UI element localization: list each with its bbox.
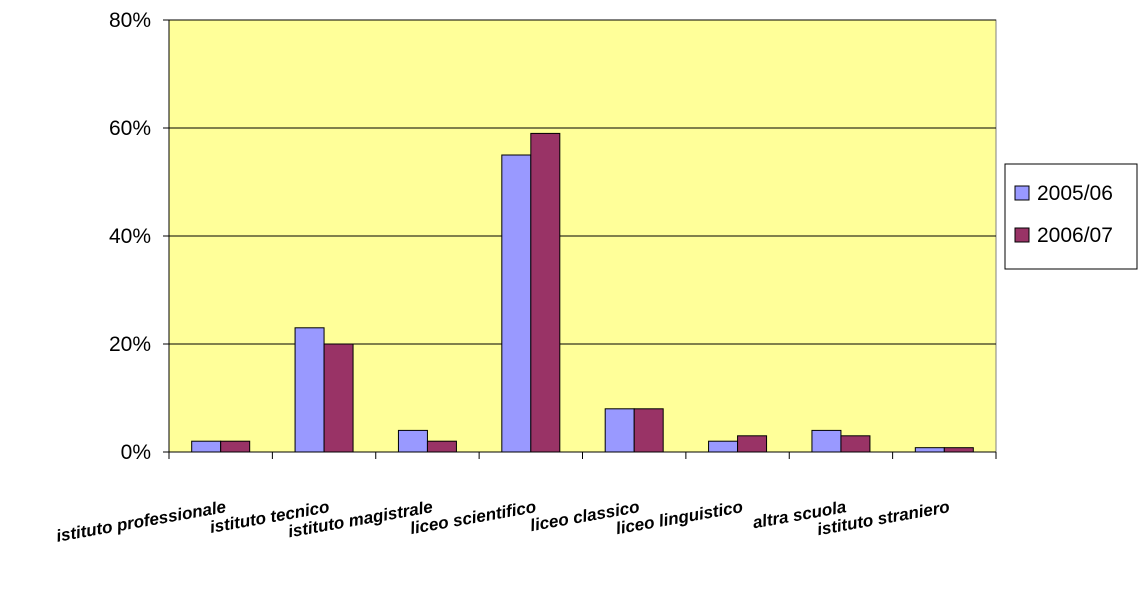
- bar-series1-5: [708, 440, 739, 453]
- y-tick-label-1: 20%: [109, 333, 151, 356]
- bar-series2-2: [426, 440, 457, 453]
- legend-label-1: 2006/07: [1037, 224, 1113, 247]
- bar-series1-1: [294, 327, 325, 453]
- bar-series2-4: [633, 408, 664, 453]
- bar-series2-1: [323, 343, 354, 453]
- legend-box: [1004, 163, 1138, 270]
- bar-series1-3: [501, 154, 532, 453]
- bar-series2-7: [943, 447, 974, 453]
- bar-series2-0: [220, 440, 251, 453]
- y-tick-label-4: 80%: [109, 9, 151, 32]
- y-tick-label-0: 0%: [121, 441, 151, 464]
- bar-series2-5: [737, 435, 768, 453]
- bar-series1-0: [191, 440, 222, 453]
- category-label-0: istituto professionale: [55, 497, 228, 546]
- bar-series1-6: [811, 429, 842, 453]
- bar-series1-7: [914, 447, 945, 453]
- bar-series2-3: [530, 132, 561, 453]
- bar-series1-4: [604, 408, 635, 453]
- legend-swatch-1: [1014, 227, 1030, 243]
- bar-series1-2: [397, 429, 428, 453]
- bar-series2-6: [840, 435, 871, 453]
- y-tick-label-2: 40%: [109, 225, 151, 248]
- legend-swatch-0: [1014, 185, 1030, 201]
- legend-label-0: 2005/06: [1037, 182, 1113, 205]
- y-tick-label-3: 60%: [109, 117, 151, 140]
